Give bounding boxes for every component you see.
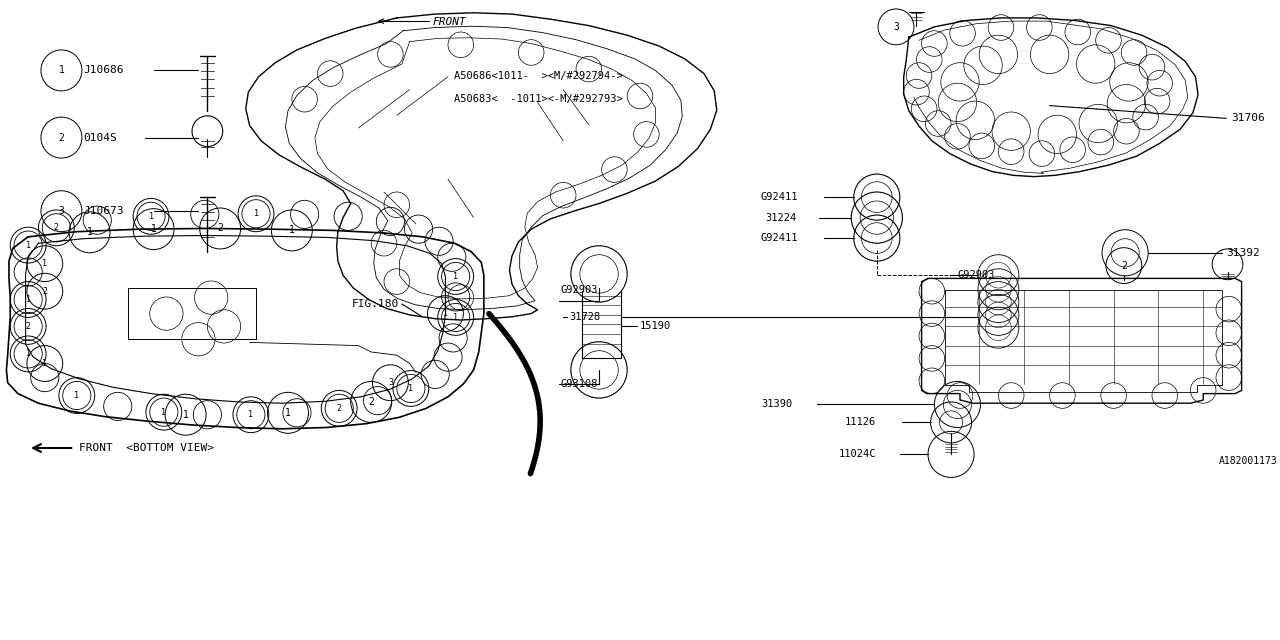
Text: 1: 1 (161, 408, 166, 417)
Text: 31706: 31706 (1231, 113, 1265, 124)
Text: 3: 3 (893, 22, 899, 32)
Text: 1: 1 (443, 309, 448, 318)
Text: A50683<  -1011><-M/#292793>: A50683< -1011><-M/#292793> (454, 94, 623, 104)
Text: A182001173: A182001173 (1219, 456, 1277, 466)
Text: 2: 2 (59, 132, 64, 143)
Text: 1: 1 (42, 259, 47, 268)
Text: 31392: 31392 (1226, 248, 1260, 258)
Text: 1: 1 (74, 391, 79, 400)
Text: 1: 1 (453, 272, 458, 281)
Text: 2: 2 (54, 223, 59, 232)
Text: J10686: J10686 (83, 65, 124, 76)
Text: FIG.180: FIG.180 (352, 299, 399, 309)
Text: 2: 2 (337, 404, 342, 413)
Text: 1: 1 (285, 408, 291, 418)
Text: 1: 1 (151, 224, 156, 234)
Text: A50686<1011-  ><M/#292794->: A50686<1011- ><M/#292794-> (454, 70, 623, 81)
Text: 1: 1 (253, 209, 259, 218)
Text: G92411: G92411 (760, 233, 797, 243)
Text: 2: 2 (218, 223, 223, 234)
Text: 1: 1 (42, 359, 47, 368)
Text: 1: 1 (183, 410, 188, 420)
Text: FRONT  <BOTTOM VIEW>: FRONT <BOTTOM VIEW> (79, 443, 214, 453)
Text: G92411: G92411 (760, 192, 797, 202)
Text: 1: 1 (87, 227, 92, 237)
Text: 1: 1 (26, 241, 31, 250)
Text: 2: 2 (1121, 260, 1126, 271)
Text: 11126: 11126 (845, 417, 876, 428)
Text: FRONT: FRONT (433, 17, 466, 28)
Text: 15190: 15190 (640, 321, 671, 332)
Text: 3: 3 (388, 378, 393, 387)
Text: 2: 2 (42, 287, 47, 296)
Text: 0104S: 0104S (83, 132, 116, 143)
Text: 1: 1 (289, 225, 294, 236)
Text: 1: 1 (26, 295, 31, 304)
Text: 2: 2 (26, 322, 31, 331)
Text: 31224: 31224 (765, 212, 796, 223)
Text: J10673: J10673 (83, 206, 124, 216)
Text: 1: 1 (453, 313, 458, 322)
Text: G93108: G93108 (561, 379, 598, 389)
Text: 31390: 31390 (762, 399, 792, 410)
Text: 1: 1 (26, 349, 31, 358)
Text: 1: 1 (408, 384, 413, 393)
Text: 2: 2 (369, 397, 374, 407)
Text: 11024C: 11024C (838, 449, 876, 460)
Text: 31728: 31728 (570, 312, 600, 322)
Text: G92903: G92903 (561, 285, 598, 295)
Text: 1: 1 (248, 410, 253, 419)
Text: 3: 3 (59, 206, 64, 216)
Text: 1: 1 (148, 212, 154, 221)
Text: G92903: G92903 (957, 270, 995, 280)
Text: 1: 1 (59, 65, 64, 76)
